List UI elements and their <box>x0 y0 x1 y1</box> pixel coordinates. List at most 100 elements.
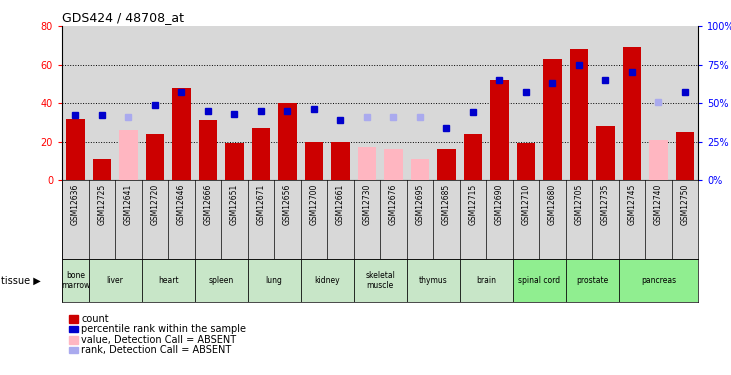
Bar <box>592 26 618 180</box>
Bar <box>327 26 354 180</box>
Text: GSM12700: GSM12700 <box>309 184 319 225</box>
Text: GSM12690: GSM12690 <box>495 184 504 225</box>
Text: spleen: spleen <box>208 276 234 285</box>
Bar <box>486 26 512 180</box>
Bar <box>490 80 509 180</box>
Bar <box>357 147 376 180</box>
Bar <box>119 130 137 180</box>
Bar <box>406 26 433 180</box>
Bar <box>354 259 406 302</box>
Text: lung: lung <box>265 276 283 285</box>
Bar <box>331 142 349 180</box>
Text: GSM12725: GSM12725 <box>97 184 107 225</box>
Bar <box>248 26 274 180</box>
Bar <box>569 50 588 180</box>
Bar <box>251 128 270 180</box>
Bar <box>460 26 486 180</box>
Bar <box>433 26 460 180</box>
Bar <box>199 120 217 180</box>
Text: GSM12671: GSM12671 <box>257 184 265 225</box>
Bar <box>278 103 297 180</box>
Text: thymus: thymus <box>419 276 447 285</box>
Bar <box>145 134 164 180</box>
Bar <box>248 259 300 302</box>
Bar <box>168 26 194 180</box>
Bar <box>675 132 694 180</box>
Bar <box>596 126 615 180</box>
Text: heart: heart <box>158 276 178 285</box>
Text: GSM12715: GSM12715 <box>469 184 477 225</box>
Text: bone
marrow: bone marrow <box>61 271 90 290</box>
Bar <box>672 26 698 180</box>
Text: GSM12745: GSM12745 <box>627 184 637 225</box>
Text: GSM12750: GSM12750 <box>681 184 689 225</box>
Bar <box>300 259 354 302</box>
Bar <box>384 149 403 180</box>
Bar <box>274 26 300 180</box>
Bar <box>463 134 482 180</box>
Text: GSM12666: GSM12666 <box>203 184 213 225</box>
Bar <box>517 144 535 180</box>
Bar <box>566 259 618 302</box>
Bar <box>194 259 248 302</box>
Text: GSM12710: GSM12710 <box>521 184 531 225</box>
Bar <box>142 259 194 302</box>
Bar <box>645 26 672 180</box>
Bar <box>512 26 539 180</box>
Bar <box>194 26 221 180</box>
Bar <box>225 144 243 180</box>
Text: GSM12685: GSM12685 <box>442 184 451 225</box>
Bar <box>115 26 142 180</box>
Text: GSM12740: GSM12740 <box>654 184 663 225</box>
Bar <box>437 149 455 180</box>
Text: prostate: prostate <box>576 276 608 285</box>
Text: GSM12735: GSM12735 <box>601 184 610 225</box>
Bar <box>354 26 380 180</box>
Text: GDS424 / 48708_at: GDS424 / 48708_at <box>62 11 184 24</box>
Bar <box>88 26 115 180</box>
Bar <box>62 26 88 180</box>
Text: value, Detection Call = ABSENT: value, Detection Call = ABSENT <box>81 335 236 345</box>
Bar <box>539 26 566 180</box>
Bar <box>411 159 429 180</box>
Bar <box>406 259 460 302</box>
Bar <box>623 47 641 180</box>
Text: kidney: kidney <box>314 276 340 285</box>
Bar <box>380 26 406 180</box>
Text: percentile rank within the sample: percentile rank within the sample <box>81 324 246 334</box>
Bar <box>62 259 88 302</box>
Bar <box>66 118 85 180</box>
Text: GSM12661: GSM12661 <box>336 184 345 225</box>
Text: GSM12695: GSM12695 <box>415 184 425 225</box>
Text: GSM12641: GSM12641 <box>124 184 133 225</box>
Text: GSM12720: GSM12720 <box>151 184 159 225</box>
Text: GSM12680: GSM12680 <box>548 184 557 225</box>
Bar <box>543 59 561 180</box>
Text: GSM12705: GSM12705 <box>575 184 583 225</box>
Text: GSM12646: GSM12646 <box>177 184 186 225</box>
Text: skeletal
muscle: skeletal muscle <box>366 271 395 290</box>
Bar <box>618 259 698 302</box>
Text: tissue ▶: tissue ▶ <box>1 275 40 285</box>
Bar <box>305 142 323 180</box>
Text: rank, Detection Call = ABSENT: rank, Detection Call = ABSENT <box>81 345 232 355</box>
Text: GSM12651: GSM12651 <box>230 184 239 225</box>
Bar <box>618 26 645 180</box>
Bar <box>172 88 191 180</box>
Bar <box>300 26 327 180</box>
Text: GSM12730: GSM12730 <box>363 184 371 225</box>
Text: count: count <box>81 314 109 324</box>
Text: pancreas: pancreas <box>641 276 676 285</box>
Text: liver: liver <box>107 276 124 285</box>
Bar <box>460 259 512 302</box>
Bar <box>93 159 111 180</box>
Bar <box>512 259 566 302</box>
Text: GSM12636: GSM12636 <box>71 184 80 225</box>
Bar <box>566 26 592 180</box>
Text: GSM12656: GSM12656 <box>283 184 292 225</box>
Bar <box>88 259 142 302</box>
Text: spinal cord: spinal cord <box>518 276 560 285</box>
Bar <box>221 26 248 180</box>
Bar <box>649 140 667 180</box>
Text: GSM12676: GSM12676 <box>389 184 398 225</box>
